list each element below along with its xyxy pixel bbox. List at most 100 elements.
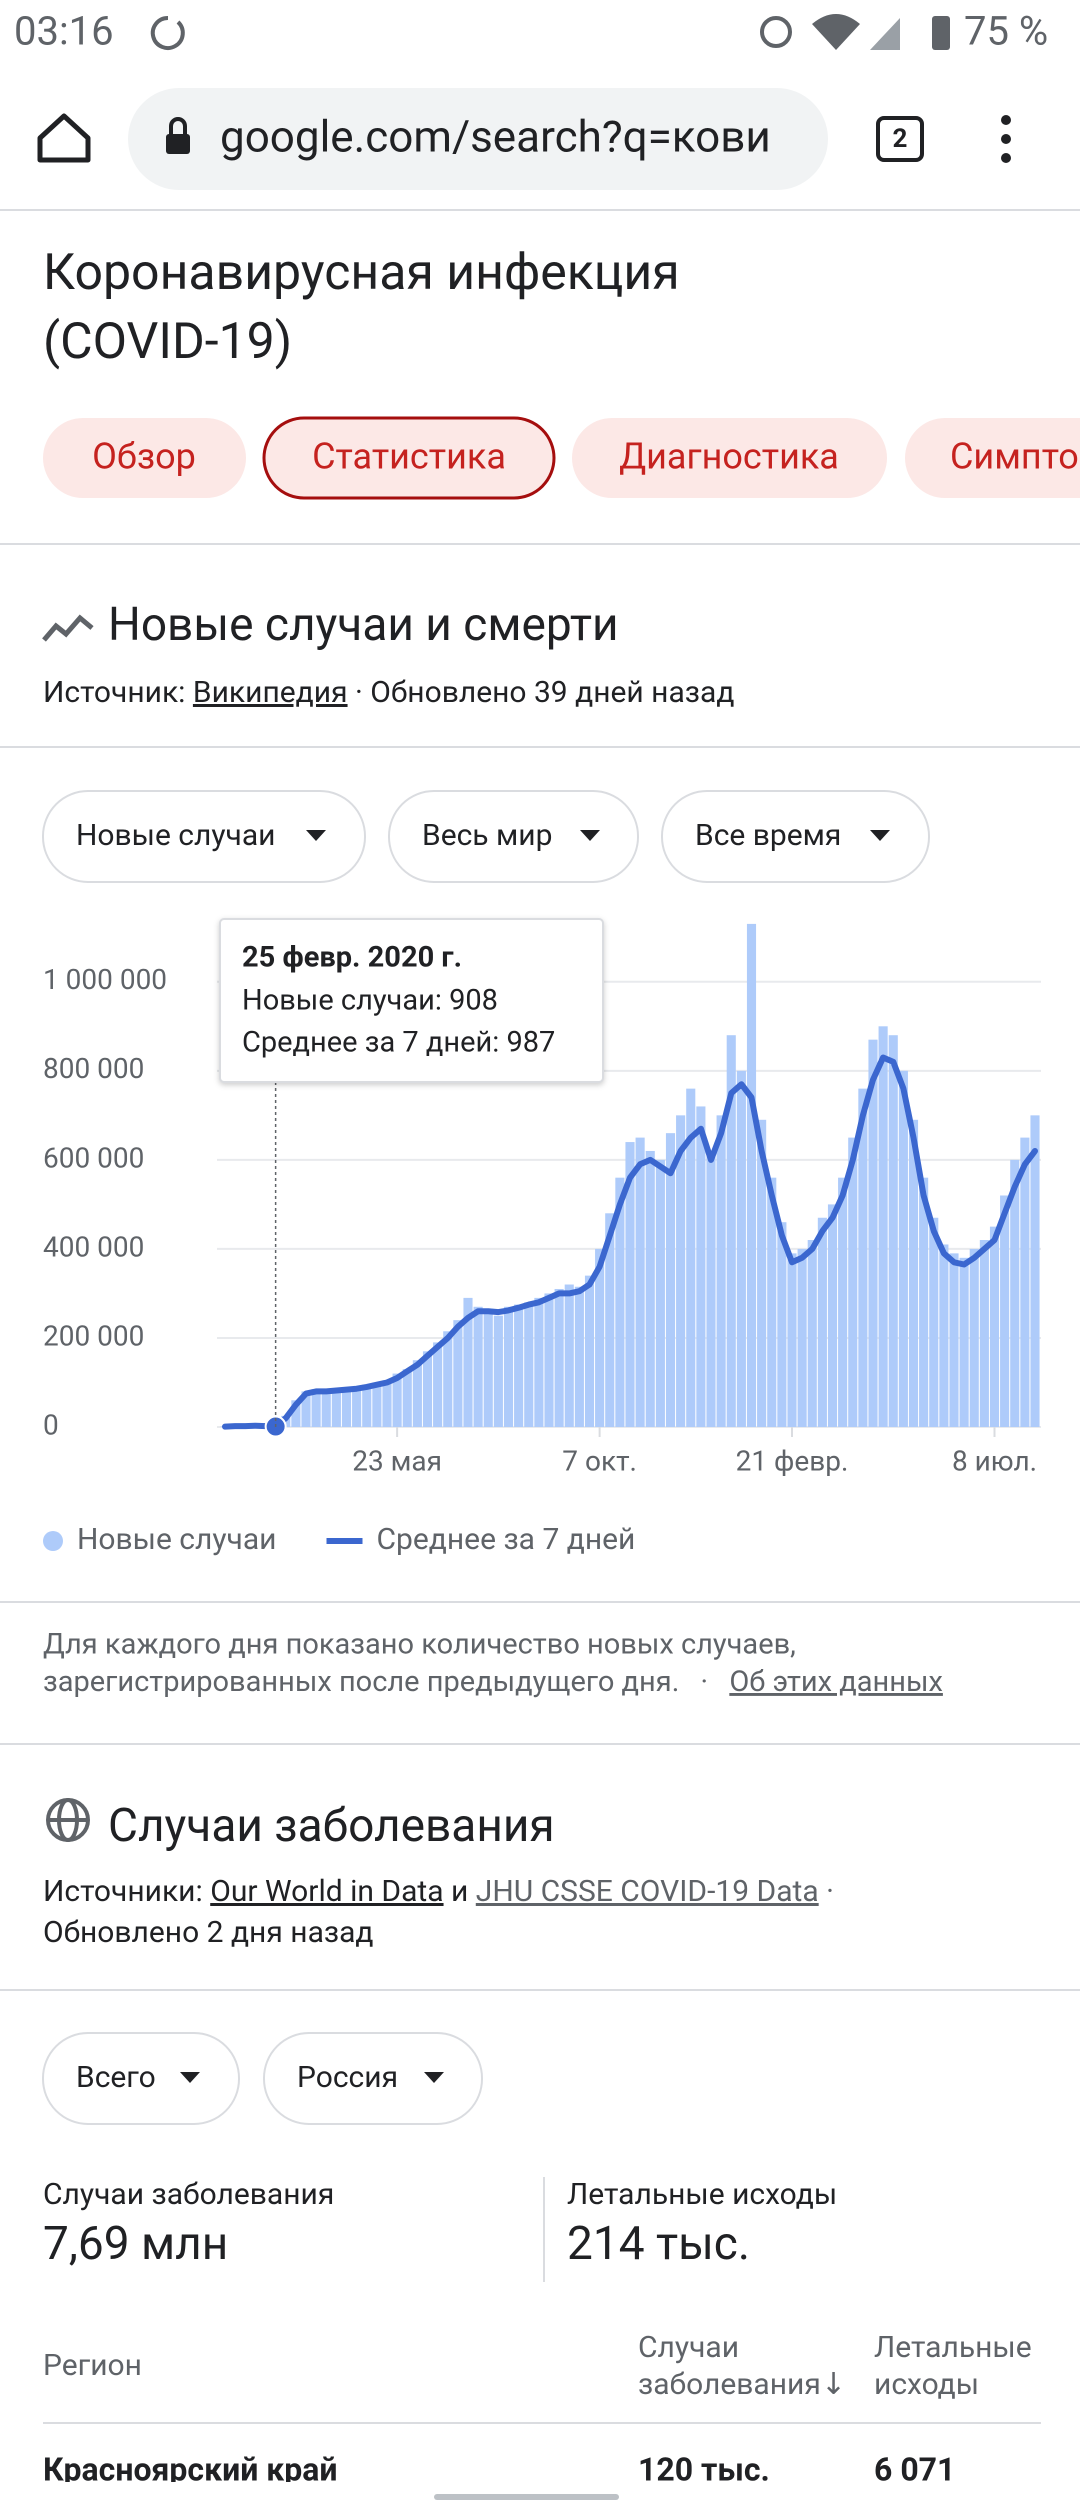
bar (757, 1119, 767, 1427)
x-tick-label: 23 мая (352, 1444, 442, 1477)
filter-dropdown[interactable] (263, 2032, 483, 2125)
url-text[interactable]: google.com/search?q=кови (220, 111, 771, 163)
tab-chip-selected[interactable] (262, 416, 556, 500)
bar (665, 1133, 676, 1427)
filter-label[interactable]: Весь мир (422, 818, 552, 853)
bar (1000, 1195, 1010, 1427)
note-separator: · (701, 1665, 709, 1699)
x-tick-label: 21 февр. (736, 1444, 849, 1477)
stat-value: 7,69 млн (43, 2217, 228, 2271)
filter-label[interactable]: Всего (76, 2060, 156, 2095)
menu-button[interactable] (1001, 115, 1011, 163)
globe-icon (46, 1798, 90, 1842)
tab-switcher[interactable] (876, 116, 924, 162)
bar (544, 1293, 554, 1427)
section-title: Случаи заболевания (108, 1799, 555, 1853)
bar (483, 1309, 493, 1427)
tab-chip[interactable] (572, 418, 887, 498)
bar (291, 1400, 301, 1427)
tab-label[interactable]: Обзор (92, 436, 196, 478)
bar (908, 1119, 919, 1427)
bar (574, 1286, 584, 1427)
y-tick-label: 600 000 (43, 1141, 144, 1174)
bar (868, 1039, 878, 1427)
title-line: (COVID-19) (43, 313, 292, 371)
source-link[interactable]: Our World in Data (210, 1874, 443, 1909)
bar (443, 1331, 453, 1427)
tooltip-line: Среднее за 7 дней: 987 (242, 1026, 555, 1060)
sync-icon (150, 15, 185, 50)
bar (433, 1342, 443, 1427)
filter-label[interactable]: Новые случаи (76, 818, 276, 853)
tab-label[interactable]: Симпто (950, 436, 1079, 478)
bar (676, 1115, 686, 1427)
source-link[interactable]: Википедия (193, 675, 348, 710)
legend-swatch (43, 1531, 63, 1551)
dropdown-arrow (580, 830, 600, 841)
bar (625, 1142, 635, 1427)
updated: Обновлено 2 дня назад (43, 1915, 374, 1950)
bar (362, 1384, 372, 1427)
bar (787, 1253, 797, 1427)
tab-count[interactable]: 2 (893, 124, 908, 154)
bar (827, 1204, 838, 1427)
bar (716, 1115, 726, 1427)
legend-label: Новые случаи (77, 1522, 277, 1557)
bar (341, 1387, 352, 1427)
bar (615, 1177, 625, 1427)
updated: · Обновлено 39 дней назад (355, 675, 734, 710)
bar (311, 1389, 321, 1427)
section-title: Новые случаи и смерти (108, 598, 619, 652)
bar (473, 1306, 483, 1427)
tab-chip[interactable] (905, 418, 1080, 498)
dropdown-arrow (870, 830, 890, 841)
bar (858, 1088, 868, 1427)
filter-dropdown[interactable] (42, 790, 366, 883)
bar (463, 1297, 473, 1427)
table-header[interactable]: Случаи (638, 2330, 739, 2365)
gesture-handle[interactable] (434, 2494, 619, 2500)
bar (584, 1275, 595, 1427)
bar (979, 1240, 989, 1427)
bar (777, 1222, 787, 1427)
tab-label[interactable]: Диагностика (619, 436, 839, 478)
nav-bar (0, 2482, 1080, 2520)
bar (726, 1035, 736, 1427)
filter-dropdown[interactable] (42, 2032, 240, 2125)
source-label: Источник: (43, 675, 185, 710)
filter-dropdown[interactable] (661, 790, 930, 883)
source-line: Источник: Википедия · Обновлено 39 дней … (43, 675, 734, 710)
x-tick-label: 7 окт. (562, 1444, 637, 1477)
bar (412, 1360, 422, 1427)
dropdown-arrow (306, 830, 326, 841)
filter-label[interactable]: Все время (695, 818, 841, 853)
bar (969, 1248, 979, 1427)
bar (989, 1226, 1000, 1427)
tab-label[interactable]: Статистика (312, 436, 506, 478)
bar (848, 1137, 858, 1427)
note-line: зарегистрированных после предыдущего дня… (43, 1665, 943, 1699)
note-link[interactable]: Об этих данных (729, 1665, 943, 1699)
tab-chip[interactable] (43, 418, 246, 498)
chart: 0 200 000 400 000 600 000 800 000 1 000 000 23… (43, 923, 1041, 1477)
home-button[interactable] (37, 113, 91, 163)
bar (635, 1137, 645, 1427)
table-header[interactable]: заболевания↓ (638, 2367, 846, 2402)
bar (422, 1351, 433, 1427)
filter-label[interactable]: Россия (297, 2060, 398, 2095)
conjunction: и (451, 1874, 468, 1909)
bar (352, 1386, 362, 1427)
url-bar[interactable] (128, 88, 828, 190)
filter-dropdown[interactable] (388, 790, 639, 883)
bar (382, 1380, 392, 1427)
bar (595, 1248, 605, 1427)
source-link[interactable]: JHU CSSE COVID-19 Data (476, 1874, 819, 1909)
note-text: зарегистрированных после предыдущего дня… (43, 1665, 679, 1699)
lock-shackle (169, 117, 187, 134)
table-header[interactable]: Летальные (874, 2330, 1032, 2365)
table-header[interactable]: исходы (874, 2367, 979, 2402)
bar (919, 1177, 929, 1427)
bar (514, 1304, 524, 1427)
bar (493, 1315, 503, 1427)
